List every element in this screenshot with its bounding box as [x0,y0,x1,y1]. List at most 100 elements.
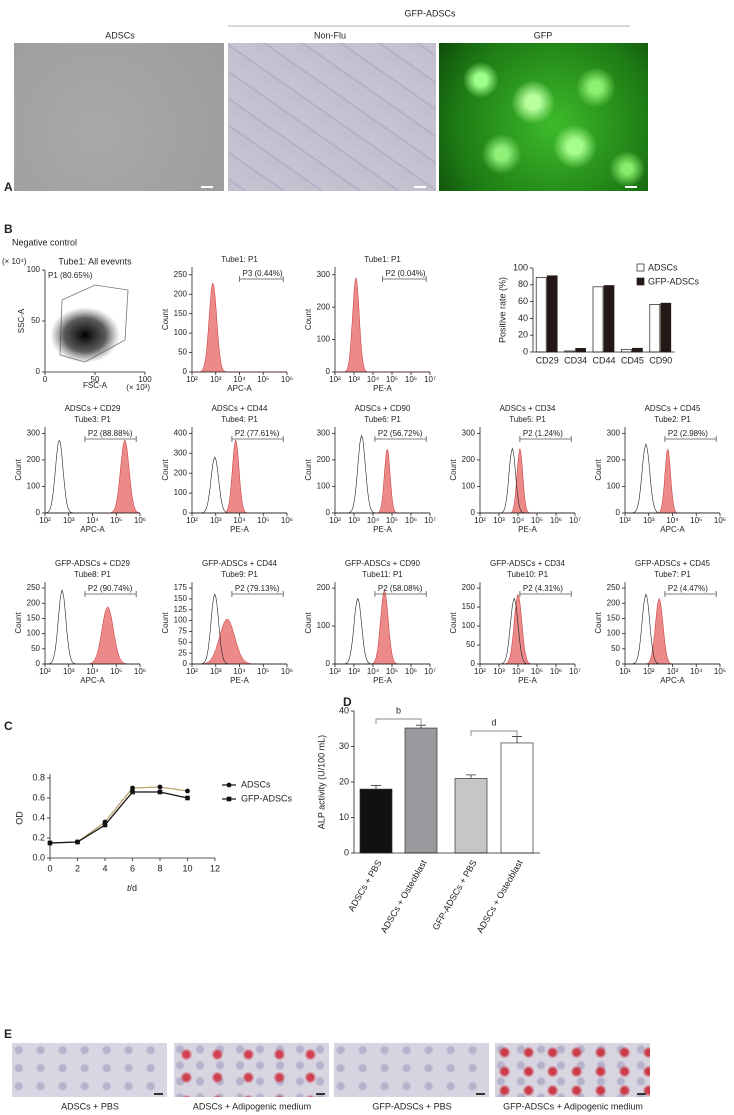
y-tick-label: 100 [174,328,188,337]
x-tick-label: CD29 [536,355,559,365]
plot-title: Tube3: P1 [74,415,111,424]
marker [102,822,108,828]
y-tick-label: 0 [326,508,331,517]
x-tick-label: 10⁶ [714,516,726,525]
y-tick-label: 300 [607,428,621,437]
plot-title: GFP-ADSCs + CD44 [202,559,277,568]
x-tick-label: 10⁴ [86,667,99,676]
y-tick-label: 150 [27,614,41,623]
y-tick-label: 0 [523,346,528,356]
bar [404,727,438,854]
x-tick-label: 10³ [63,516,75,525]
legend-label: GFP-ADSCs [648,276,700,286]
plot-title: ADSCs + CD29 [65,404,121,413]
x-tick-label: 10³ [667,667,679,676]
scatter-cloud [50,307,120,363]
x-tick-label: 10¹ [619,667,631,676]
histogram-fill [335,589,430,665]
y-tick-label: 0 [616,659,621,668]
x-axis-label: PE-A [230,525,249,534]
x-axis-label: PE-A [373,525,392,534]
gate-label: P2 (79.13%) [235,584,280,593]
y-tick-label: 100 [174,616,188,625]
y-axis-label: Count [14,459,23,481]
x-tick-label: 10⁵ [257,667,269,676]
x-tick-label: 10⁶ [550,516,562,525]
x-tick-label: 10⁶ [134,667,146,676]
gate-label: P2 (4.31%) [523,584,563,593]
y-tick-label: 100 [607,482,621,491]
gate-label: P2 (2.98%) [668,429,708,438]
x-tick-label: ADSCs + PBS [346,858,384,913]
plot-title: GFP-ADSCs + CD34 [490,559,565,568]
y-tick-label: 150 [607,614,621,623]
plot-title: ADSCs + CD34 [500,404,556,413]
histogram-outline [480,597,575,665]
marker [185,788,190,794]
x-axis-label-unit: /d [130,883,138,893]
plot-title: Tube4: P1 [221,415,258,424]
y-tick-label: 250 [174,270,188,279]
x-tick-label: 10⁴ [367,667,380,676]
x-tick-label: 10² [329,667,341,676]
y-tick-label: 50 [611,644,620,653]
y-tick-label: 0 [183,508,188,517]
bar [535,276,547,353]
scale-bar [625,186,637,188]
legend-label: ADSCs [648,262,678,272]
image-caption: ADSCs [105,30,135,40]
histogram-fill [480,593,575,665]
x-tick-label: 10³ [63,667,75,676]
x-tick-label: 10⁴ [233,375,246,384]
plot-title: ADSCs + CD44 [212,404,268,413]
image-caption: Non-Flu [314,30,346,40]
bar [649,304,661,353]
y-tick-label: 0.0 [32,852,45,862]
y-tick-label: 30 [339,741,349,751]
plot-title: Tube1: All evevnts [58,256,132,266]
bar [546,275,558,353]
x-tick-label: 10³ [348,516,360,525]
y-tick-label: 150 [174,309,188,318]
marker [130,789,135,795]
y-tick-label: 250 [27,583,41,592]
y-tick-label: 100 [607,629,621,638]
bar [632,347,643,353]
plot-title: ADSCs + CD90 [355,404,411,413]
marker [157,784,163,790]
y-tick-label: 200 [317,583,331,592]
gate-label: P1 (80.65%) [48,271,93,280]
legend-swatch [636,277,645,286]
y-tick-label: 0.4 [32,812,45,822]
marker [75,839,80,845]
gate-label: P2 (88.88%) [88,429,133,438]
y-tick-label: 25 [178,648,187,657]
x-tick-label: 10² [329,375,341,384]
x-tick-label: CD44 [592,355,615,365]
bar [603,285,615,353]
legend-label: GFP-ADSCs [241,793,293,803]
x-tick-label: ADSCs + Osteoblast [379,858,429,935]
gate-label: P2 (77.61%) [235,429,280,438]
plot-title: Tube8: P1 [74,570,111,579]
x-tick-label: 10² [186,516,198,525]
x-axis-label: PE-A [518,676,537,685]
x-tick-label: 6 [130,863,135,873]
x-axis-label: t/d [127,883,137,893]
micrograph [334,1043,489,1097]
panel-label: C [4,719,13,733]
histogram-fill [335,277,430,373]
x-tick-label: 10² [186,667,198,676]
bar [359,788,393,854]
x-tick-label: GFP-ADSCs + PBS [430,858,478,932]
y-axis-label: Count [449,612,458,634]
legend-label: ADSCs [241,779,271,789]
x-tick-label: 10³ [210,375,222,384]
y-tick-label: 20 [339,776,349,786]
panel-label: E [4,1027,12,1041]
y-tick-label: 100 [174,488,188,497]
y-axis-label: Count [161,459,170,481]
x-tick-label: 8 [157,863,162,873]
x-tick-label: 10⁷ [569,667,581,676]
